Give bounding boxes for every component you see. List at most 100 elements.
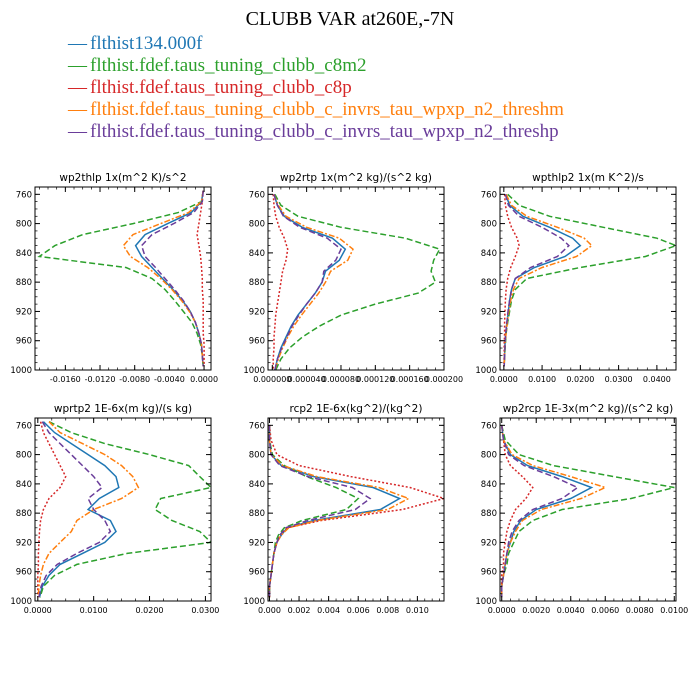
series-line: [503, 194, 520, 367]
panel-title: wp2thlp 1x(m^2 K)/s^2: [59, 172, 186, 184]
x-tick-label: 0.0000: [24, 606, 52, 615]
series-line: [37, 190, 204, 367]
series-line: [140, 190, 204, 367]
series-line: [503, 193, 593, 367]
series-line: [272, 194, 289, 370]
series-line: [274, 193, 441, 370]
plot-frame: [34, 417, 212, 602]
x-tick-label: 0.0100: [80, 606, 108, 615]
y-tick-label: 880: [481, 278, 497, 288]
series-line: [134, 190, 204, 367]
y-tick-label: 920: [249, 538, 265, 548]
x-tick-label: 0.000000: [253, 375, 291, 384]
x-tick-label: 0.0200: [136, 606, 164, 615]
y-tick-label: 960: [481, 337, 497, 347]
plot-frame: [267, 417, 445, 602]
y-tick-label: 920: [249, 307, 265, 317]
y-tick-label: 760: [16, 421, 32, 431]
legend-label: flthist.fdef.taus_tuning_clubb_c_invrs_t…: [90, 121, 559, 142]
x-tick-label: -0.0160: [50, 375, 81, 384]
series-line: [500, 425, 608, 598]
y-tick-label: 880: [249, 278, 265, 288]
legend-label: flthist.fdef.taus_tuning_clubb_c_invrs_t…: [90, 99, 564, 120]
panel-title: wprtp2 1E-6x(m kg)/(s kg): [54, 403, 192, 415]
series-line: [268, 425, 444, 598]
plot-frame: [499, 186, 677, 371]
y-tick-label: 840: [16, 249, 32, 259]
x-tick-label: 0.0100: [660, 606, 688, 615]
legend-item: — flthist.fdef.taus_tuning_clubb_c_invrs_…: [68, 99, 564, 121]
x-tick-label: 0.0080: [626, 606, 654, 615]
series-line: [503, 193, 676, 367]
y-tick-label: 1000: [10, 597, 32, 607]
figure-title: CLUBB VAR at260E,-7N: [245, 8, 455, 30]
y-tick-label: 800: [249, 220, 265, 230]
panel-title: wp2rcp 1E-3x(m^2 kg)/(s^2 kg): [503, 403, 674, 415]
x-tick-label: 0.0100: [528, 375, 556, 384]
x-tick-label: -0.0080: [119, 375, 150, 384]
x-tick-label: 0.000040: [288, 375, 326, 384]
x-tick-label: -0.0120: [85, 375, 116, 384]
x-tick-label: 0.0040: [557, 606, 585, 615]
panel-title: wp2rtp 1x(m^2 kg)/(s^2 kg): [280, 172, 432, 184]
x-tick-label: 0.000160: [391, 375, 429, 384]
x-tick-label: 0.010: [406, 606, 429, 615]
series-line: [38, 421, 112, 598]
x-tick-label: -0.0040: [154, 375, 185, 384]
series-line: [273, 194, 342, 370]
y-tick-label: 960: [16, 568, 32, 578]
y-tick-label: 840: [249, 249, 265, 259]
series-line: [37, 421, 67, 598]
legend-item: — flthist.fdef.taus_tuning_clubb_c_invrs_…: [68, 121, 564, 143]
legend-label: flthist.fdef.taus_tuning_clubb_c8p: [90, 77, 352, 98]
x-tick-label: 0.0060: [591, 606, 619, 615]
x-tick-label: 0.0000: [488, 606, 516, 615]
series-line: [503, 194, 570, 367]
series-line: [500, 425, 534, 598]
legend-item: — flthist.fdef.taus_tuning_clubb_c8p: [68, 77, 564, 99]
x-tick-label: 0.006: [347, 606, 370, 615]
series-line: [39, 421, 211, 598]
legend-label: flthist134.000f: [90, 33, 203, 54]
y-tick-label: 760: [481, 421, 497, 431]
x-tick-label: 0.0400: [643, 375, 671, 384]
legend-line-icon: —: [68, 121, 87, 142]
legend-item: — flthist134.000f: [68, 33, 564, 55]
legend-label: flthist.fdef.taus_tuning_clubb_c8m2: [90, 55, 367, 76]
x-tick-label: 0.002: [288, 606, 311, 615]
legend: — flthist134.000f — flthist.fdef.taus_tuni…: [68, 33, 564, 143]
legend-line-icon: —: [68, 33, 87, 54]
y-tick-label: 760: [249, 190, 265, 200]
y-tick-label: 800: [481, 220, 497, 230]
y-tick-label: 920: [16, 307, 32, 317]
x-tick-label: 0.0000: [190, 375, 218, 384]
y-tick-label: 880: [16, 509, 32, 519]
y-tick-label: 920: [481, 538, 497, 548]
y-tick-label: 960: [16, 337, 32, 347]
y-tick-label: 880: [481, 509, 497, 519]
y-tick-label: 800: [249, 451, 265, 461]
series-line: [500, 425, 675, 598]
x-tick-label: 0.0000: [490, 375, 518, 384]
legend-line-icon: —: [68, 55, 87, 76]
y-tick-label: 960: [249, 568, 265, 578]
x-tick-label: 0.000080: [322, 375, 360, 384]
y-tick-label: 960: [481, 568, 497, 578]
y-tick-label: 1000: [475, 597, 497, 607]
y-tick-label: 800: [481, 451, 497, 461]
panel-title: rcp2 1E-6x(kg^2)/(kg^2): [290, 403, 423, 415]
y-tick-label: 880: [16, 278, 32, 288]
series-line: [500, 425, 580, 598]
series-line: [268, 425, 360, 598]
series-line: [273, 194, 354, 370]
y-tick-label: 1000: [243, 597, 265, 607]
plot-frame: [267, 186, 445, 371]
y-tick-label: 880: [249, 509, 265, 519]
y-tick-label: 1000: [475, 366, 497, 376]
y-tick-label: 760: [16, 190, 32, 200]
y-tick-label: 760: [249, 421, 265, 431]
y-tick-label: 920: [16, 538, 32, 548]
y-tick-label: 800: [16, 220, 32, 230]
x-tick-label: 0.000: [258, 606, 281, 615]
